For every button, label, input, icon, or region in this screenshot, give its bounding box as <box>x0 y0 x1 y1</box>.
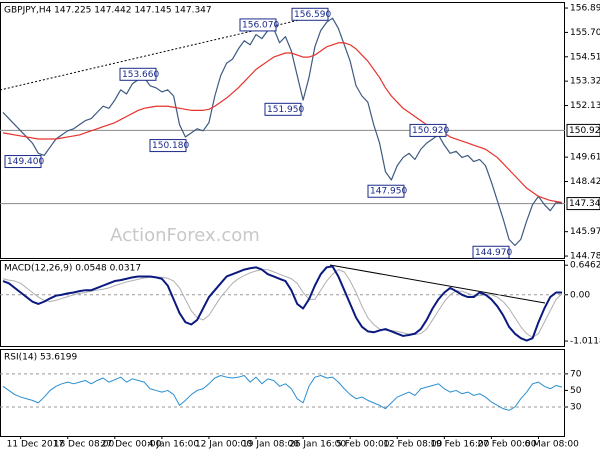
x-tick-label: 12 Feb 08:00 <box>383 440 442 450</box>
annotation-box <box>409 123 447 137</box>
price-label: 150.920 <box>569 126 600 136</box>
annotation: 144.970 <box>475 248 512 258</box>
series-line <box>2 375 563 411</box>
watermark: ActionForex.com <box>110 225 260 246</box>
y-tick-label: -1.0118 <box>570 337 600 347</box>
x-tick-label: 19 Feb 16:00 <box>430 440 489 450</box>
y-tick-label: 155.705 <box>570 28 600 38</box>
x-tick-label: 26 Jan 16:00 <box>289 440 346 450</box>
x-tick-label: 27 Dec 00:00 <box>101 440 162 450</box>
panel-frame <box>0 260 565 347</box>
y-tick-label: 30 <box>570 403 582 413</box>
x-tick-label: 4 Jan 16:00 <box>148 440 200 450</box>
y-tick-label: 70 <box>570 369 582 379</box>
annotation-box <box>239 18 277 32</box>
panel-title: RSI(14) 53.6199 <box>4 353 77 363</box>
annotation: 149.400 <box>7 157 44 167</box>
x-tick-label: 5 Feb 00:00 <box>336 440 390 450</box>
annotation: 153.660 <box>122 70 159 80</box>
annotation-box <box>291 7 329 21</box>
y-tick-label: 149.615 <box>570 153 600 163</box>
annotation: 156.590 <box>294 10 331 20</box>
series-line <box>2 42 563 204</box>
x-tick-label: 19 Jan 08:00 <box>242 440 299 450</box>
annotation: 147.950 <box>370 187 407 197</box>
series-line <box>2 269 563 338</box>
y-tick-label: 148.425 <box>570 177 600 187</box>
series-line <box>2 17 563 247</box>
y-tick-label: 0.6462 <box>570 261 600 271</box>
price-label: 147.347 <box>569 199 600 209</box>
x-tick-label: 6 Mar 08:00 <box>524 440 579 450</box>
annotation: 150.920 <box>412 126 449 136</box>
y-tick-label: 154.515 <box>570 52 600 62</box>
macd-trend-line <box>329 264 546 304</box>
y-tick-label: 153.325 <box>570 77 600 87</box>
y-tick-label: 144.785 <box>570 252 600 262</box>
panel-title: GBPJPY,H4 147.225 147.442 147.145 147.34… <box>4 6 212 16</box>
y-tick-label: 152.135 <box>570 101 600 111</box>
x-tick-label: 27 Feb 00:00 <box>477 440 536 450</box>
y-tick-label: 0.00 <box>570 290 590 300</box>
x-tick-label: 11 Dec 2017 <box>7 440 65 450</box>
y-tick-label: 50 <box>570 386 582 396</box>
annotation-box <box>149 139 187 153</box>
price-label-box <box>566 197 600 211</box>
price-label-box <box>566 123 600 137</box>
y-tick-label: 145.975 <box>570 227 600 237</box>
annotation-box <box>4 155 42 169</box>
annotation-box <box>119 67 157 81</box>
annotation-box <box>367 184 405 198</box>
x-tick-label: 12 Jan 00:00 <box>195 440 252 450</box>
annotation-box <box>264 102 302 116</box>
panel-frame <box>0 349 565 437</box>
x-tick-label: 18 Dec 08:00 <box>54 440 115 450</box>
annotation-box <box>472 245 510 259</box>
annotation: 151.950 <box>267 105 304 115</box>
annotation: 156.070 <box>242 20 279 30</box>
panel-title: MACD(12,26,9) 0.0548 0.0317 <box>4 264 141 274</box>
series-line <box>2 265 562 342</box>
y-tick-label: 156.895 <box>570 4 600 14</box>
annotation: 150.180 <box>152 141 189 151</box>
